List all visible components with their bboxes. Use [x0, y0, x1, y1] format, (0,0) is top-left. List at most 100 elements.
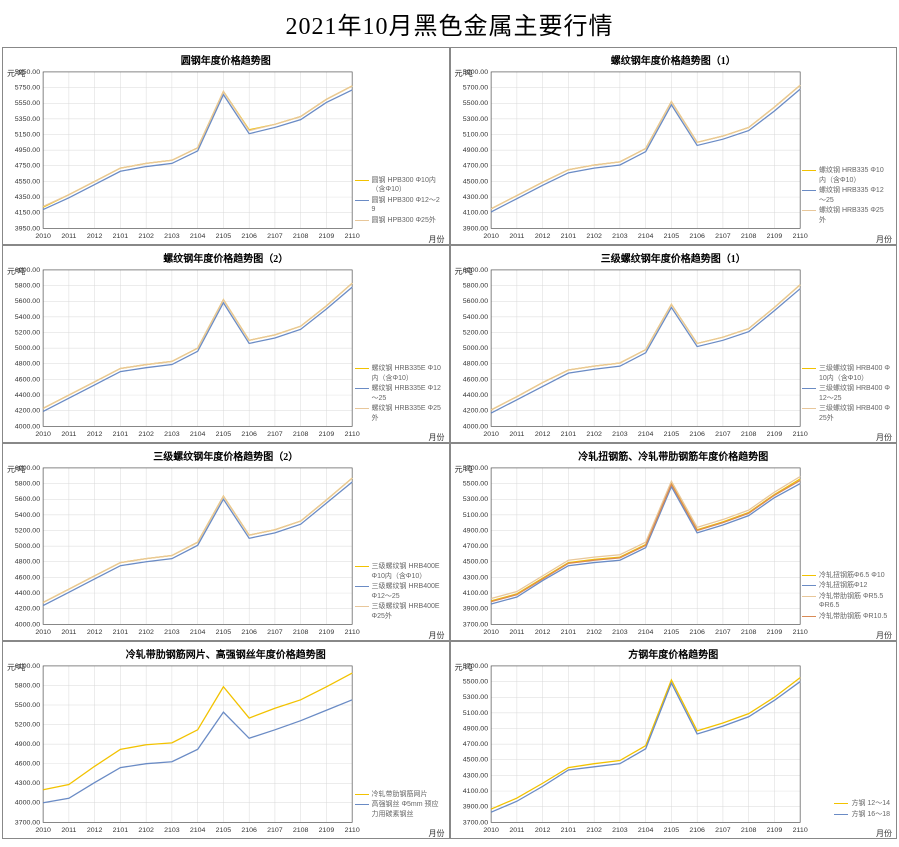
chart-area: 元/吨4000.004200.004400.004600.004800.0050… — [453, 266, 895, 442]
chart-legend: 螺纹钢 HRB335 Φ10内（含Φ10）螺纹钢 HRB335 Φ12～25螺纹… — [802, 165, 890, 226]
svg-text:2010: 2010 — [483, 233, 499, 240]
y-axis-unit: 元/吨 — [455, 662, 473, 673]
x-axis-unit: 月份 — [876, 432, 892, 443]
svg-text:2107: 2107 — [267, 233, 283, 240]
legend-swatch — [355, 606, 369, 607]
svg-text:2103: 2103 — [164, 629, 180, 636]
x-axis-unit: 月份 — [429, 828, 445, 839]
legend-swatch — [355, 368, 369, 369]
chart-legend: 圆钢 HPB300 Φ10内（含Φ10）圆钢 HPB300 Φ12～29圆钢 H… — [355, 175, 443, 226]
svg-text:4150.00: 4150.00 — [15, 210, 40, 217]
legend-item: 圆钢 HPB300 Φ10内（含Φ10） — [355, 176, 443, 195]
chart-title: 三级螺纹钢年度价格趋势图（1） — [453, 248, 895, 266]
svg-text:2108: 2108 — [293, 431, 309, 438]
legend-label: 螺纹钢 HRB335 Φ12～25 — [819, 186, 890, 205]
legend-item: 圆钢 HPB300 Φ12～29 — [355, 196, 443, 215]
svg-text:2103: 2103 — [612, 629, 628, 636]
svg-text:2109: 2109 — [766, 233, 782, 240]
chart-area: 元/吨3700.004000.004300.004600.004900.0052… — [5, 662, 447, 838]
svg-text:2103: 2103 — [164, 233, 180, 240]
legend-label: 三级螺纹钢 HRB400E Φ12～25 — [372, 582, 443, 601]
legend-item: 方钢 16～18 — [834, 810, 890, 819]
svg-text:2101: 2101 — [560, 233, 576, 240]
svg-text:2011: 2011 — [509, 233, 524, 240]
svg-text:4600.00: 4600.00 — [15, 376, 40, 383]
legend-item: 三级螺纹钢 HRB400 Φ12～25 — [802, 384, 890, 403]
svg-text:5800.00: 5800.00 — [15, 682, 40, 689]
legend-item: 三级螺纹钢 HRB400 Φ10内（含Φ10） — [802, 364, 890, 383]
chart-legend: 冷轧带肋钢筋网片高强钢丝 Φ5mm 预应力用碳素钢丝 — [355, 789, 443, 820]
x-axis-unit: 月份 — [876, 630, 892, 641]
svg-text:4700.00: 4700.00 — [462, 543, 487, 550]
svg-text:2107: 2107 — [715, 431, 731, 438]
svg-text:5300.00: 5300.00 — [462, 694, 487, 701]
svg-text:5600.00: 5600.00 — [15, 496, 40, 503]
y-axis-unit: 元/吨 — [7, 266, 25, 277]
legend-label: 螺纹钢 HRB335 Φ10内（含Φ10） — [819, 166, 890, 185]
svg-text:4400.00: 4400.00 — [462, 392, 487, 399]
chart-title: 方钢年度价格趋势图 — [453, 644, 895, 662]
legend-label: 螺纹钢 HRB335 Φ25外 — [819, 206, 890, 225]
svg-text:2109: 2109 — [319, 827, 335, 834]
svg-text:4200.00: 4200.00 — [15, 408, 40, 415]
chart-area: 元/吨3700.003900.004100.004300.004500.0047… — [453, 464, 895, 640]
legend-label: 冷轧扭钢筋Φ12 — [819, 581, 867, 590]
svg-text:2011: 2011 — [509, 629, 524, 636]
svg-text:5400.00: 5400.00 — [462, 314, 487, 321]
svg-text:2110: 2110 — [345, 827, 360, 834]
page-title: 2021年10月黑色金属主要行情 — [2, 2, 897, 47]
svg-text:4000.00: 4000.00 — [15, 800, 40, 807]
svg-text:2107: 2107 — [267, 827, 283, 834]
svg-text:2107: 2107 — [715, 629, 731, 636]
svg-text:5000.00: 5000.00 — [15, 543, 40, 550]
svg-text:2105: 2105 — [663, 233, 679, 240]
chart-panel: 三级螺纹钢年度价格趋势图（2）元/吨4000.004200.004400.004… — [2, 443, 450, 641]
svg-text:2101: 2101 — [113, 233, 129, 240]
chart-panel: 冷轧扭钢筋、冷轧带肋钢筋年度价格趋势图元/吨3700.003900.004100… — [450, 443, 898, 641]
svg-text:3900.00: 3900.00 — [462, 606, 487, 613]
svg-text:4800.00: 4800.00 — [462, 361, 487, 368]
svg-text:2106: 2106 — [241, 233, 257, 240]
svg-text:4100.00: 4100.00 — [462, 590, 487, 597]
svg-text:4800.00: 4800.00 — [15, 559, 40, 566]
svg-text:2102: 2102 — [586, 233, 602, 240]
legend-swatch — [802, 368, 816, 369]
svg-text:2104: 2104 — [637, 431, 653, 438]
legend-label: 圆钢 HPB300 Φ10内（含Φ10） — [372, 176, 443, 195]
y-axis-unit: 元/吨 — [7, 662, 25, 673]
svg-text:2011: 2011 — [509, 431, 524, 438]
svg-text:4300.00: 4300.00 — [462, 772, 487, 779]
svg-text:4900.00: 4900.00 — [15, 741, 40, 748]
x-axis-unit: 月份 — [429, 234, 445, 245]
x-axis-unit: 月份 — [429, 630, 445, 641]
y-axis-unit: 元/吨 — [455, 464, 473, 475]
svg-text:2107: 2107 — [715, 827, 731, 834]
legend-swatch — [355, 566, 369, 567]
legend-label: 方钢 16～18 — [851, 810, 890, 819]
svg-text:4900.00: 4900.00 — [462, 528, 487, 535]
svg-text:2109: 2109 — [319, 629, 335, 636]
legend-swatch — [802, 210, 816, 211]
legend-item: 螺纹钢 HRB335 Φ12～25 — [802, 186, 890, 205]
svg-text:2012: 2012 — [534, 233, 550, 240]
svg-text:5500.00: 5500.00 — [462, 100, 487, 107]
svg-text:2010: 2010 — [483, 431, 499, 438]
svg-text:4300.00: 4300.00 — [15, 780, 40, 787]
svg-text:2105: 2105 — [216, 233, 232, 240]
svg-text:2110: 2110 — [792, 629, 807, 636]
svg-text:2105: 2105 — [663, 827, 679, 834]
legend-item: 螺纹钢 HRB335E Φ25外 — [355, 404, 443, 423]
svg-text:2101: 2101 — [560, 431, 576, 438]
charts-grid: 圆钢年度价格趋势图元/吨3950.004150.004350.004550.00… — [2, 47, 897, 839]
svg-text:2110: 2110 — [345, 431, 360, 438]
svg-text:5300.00: 5300.00 — [462, 116, 487, 123]
svg-text:2106: 2106 — [241, 827, 257, 834]
legend-item: 高强钢丝 Φ5mm 预应力用碳素钢丝 — [355, 800, 443, 819]
chart-panel: 螺纹钢年度价格趋势图（2）元/吨4000.004200.004400.00460… — [2, 245, 450, 443]
chart-title: 冷轧带肋钢筋网片、高强钢丝年度价格趋势图 — [5, 644, 447, 662]
x-axis-unit: 月份 — [876, 234, 892, 245]
svg-text:3700.00: 3700.00 — [15, 819, 40, 826]
svg-text:5100.00: 5100.00 — [462, 512, 487, 519]
legend-item: 螺纹钢 HRB335 Φ10内（含Φ10） — [802, 166, 890, 185]
legend-label: 三级螺纹钢 HRB400E Φ25外 — [372, 602, 443, 621]
